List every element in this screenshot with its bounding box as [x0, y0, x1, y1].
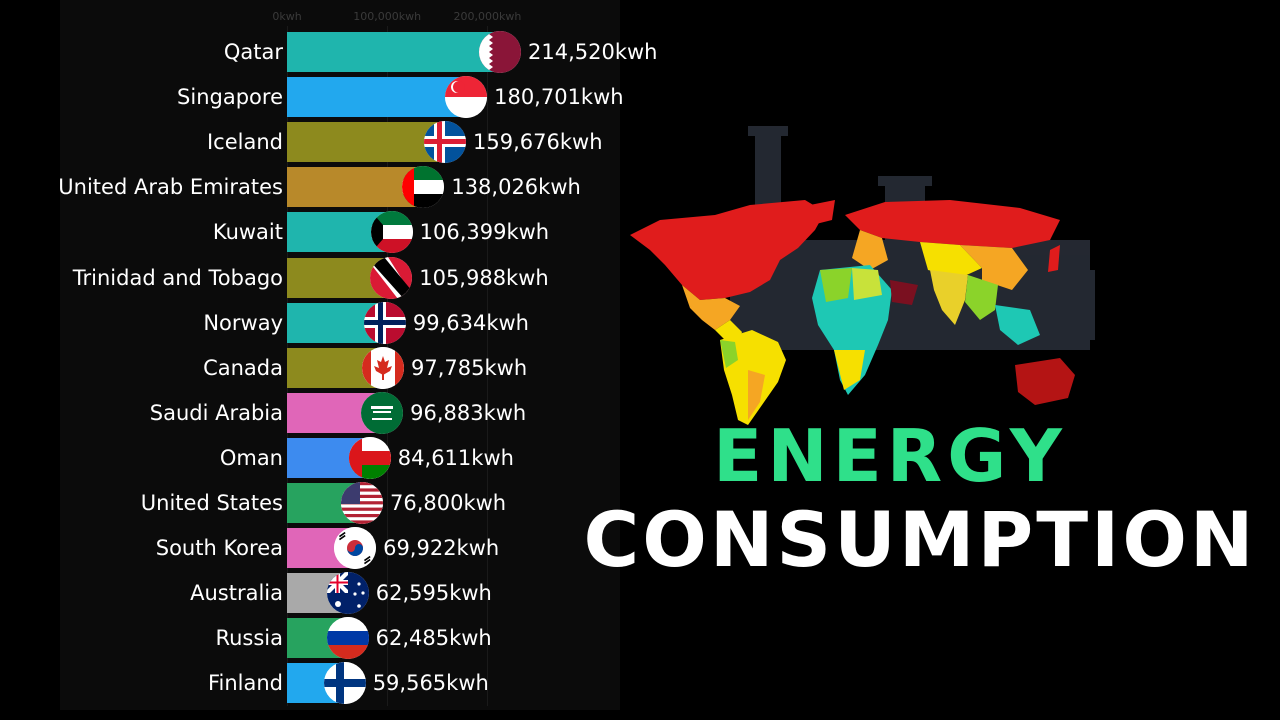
value-label: 59,565kwh [372, 671, 489, 696]
value-label: 84,611kwh [397, 445, 514, 470]
category-label: United States [140, 491, 283, 515]
category-label: Canada [203, 355, 283, 380]
value-label: 99,634kwh [412, 310, 529, 335]
category-label: South Korea [155, 536, 283, 561]
category-label: Singapore [177, 85, 283, 110]
value-label: 96,883kwh [410, 400, 527, 425]
world-map-illustration [620, 120, 1160, 430]
saudi-flag-icon [361, 391, 404, 434]
value-label: 62,595kwh [375, 581, 492, 606]
category-label: Saudi Arabia [149, 400, 283, 425]
singapore-flag-icon [445, 76, 488, 119]
value-label: 180,701kwh [494, 85, 624, 110]
canada-flag-icon [362, 346, 404, 389]
category-label: Russia [215, 626, 283, 651]
category-label: Iceland [206, 130, 283, 155]
iceland-flag-icon [424, 121, 467, 164]
value-label: 105,988kwh [419, 265, 549, 290]
category-label: Trinidad and Tobago [72, 265, 283, 290]
oman-flag-icon [348, 436, 391, 479]
uae-flag-icon [402, 166, 445, 209]
category-label: Kuwait [212, 220, 283, 245]
value-label: 76,800kwh [389, 491, 507, 515]
x-tick-label: 200,000kwh [453, 10, 522, 23]
value-label: 159,676kwh [473, 130, 603, 155]
value-label: 97,785kwh [411, 355, 528, 380]
category-label: Norway [203, 310, 283, 335]
finland-flag-icon [323, 662, 366, 705]
x-tick-label: 100,000kwh [353, 10, 422, 23]
qatar-flag-icon [479, 31, 521, 73]
category-label: Oman [219, 445, 283, 470]
bar [287, 122, 448, 163]
value-label: 138,026kwh [451, 175, 581, 200]
bar [287, 77, 469, 118]
value-label: 214,520kwh [528, 40, 658, 64]
category-label: Qatar [223, 40, 283, 64]
south-korea-flag-icon [334, 527, 377, 570]
usa-flag-icon [340, 482, 383, 524]
category-label: United Arab Emirates [58, 175, 283, 200]
world-map-icon [630, 126, 1095, 425]
bar [287, 32, 502, 72]
trinidad-flag-icon [370, 256, 413, 299]
australia-flag-icon [326, 572, 369, 615]
gridline [487, 26, 489, 706]
value-label: 62,485kwh [375, 626, 492, 651]
kuwait-flag-icon [370, 211, 413, 254]
norway-flag-icon [363, 301, 406, 344]
value-label: 106,399kwh [419, 220, 550, 245]
x-tick-label: 0kwh [272, 10, 302, 23]
russia-flag-icon [326, 617, 369, 660]
headline-consumption: CONSUMPTION [583, 495, 1257, 584]
category-label: Australia [190, 581, 283, 606]
headline-energy: ENERGY [713, 414, 1067, 498]
bar [287, 167, 426, 208]
category-label: Finland [207, 671, 283, 696]
value-label: 69,922kwh [383, 536, 500, 561]
